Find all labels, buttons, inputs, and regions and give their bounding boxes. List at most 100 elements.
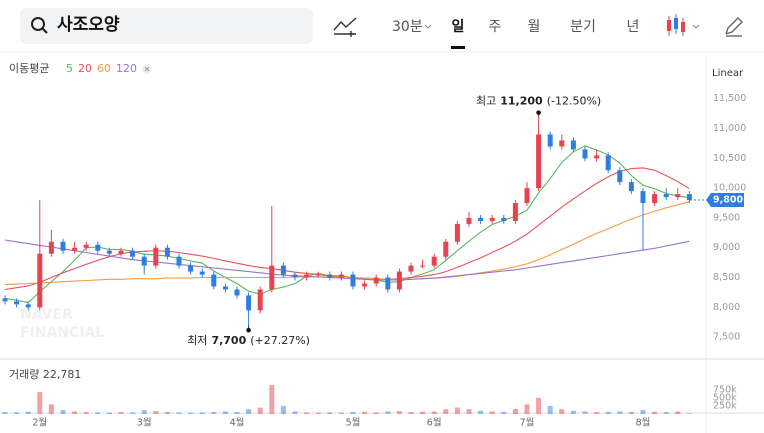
legend-close xyxy=(144,66,150,72)
volume-tick-label: 750k xyxy=(713,384,737,395)
volume-bar xyxy=(640,410,646,414)
candle-body xyxy=(2,298,8,302)
volume-bar xyxy=(118,412,124,414)
candle-body xyxy=(164,247,170,257)
annotation-text: 최저 xyxy=(187,334,207,347)
ma-legend-item: 120 xyxy=(116,62,137,75)
candle-body xyxy=(536,134,542,189)
volume-bar xyxy=(176,412,182,414)
x-tick-label: 4월 xyxy=(230,417,245,429)
candle-body xyxy=(14,301,20,305)
candle-body xyxy=(362,283,368,287)
annotation-change: (-12.50%) xyxy=(547,95,602,108)
volume-bar xyxy=(501,411,507,414)
volume-bar xyxy=(663,412,669,414)
candle-body xyxy=(675,194,681,198)
candle-style-icon[interactable] xyxy=(667,14,700,36)
volume-bar xyxy=(489,411,495,414)
draw-icon[interactable] xyxy=(725,17,743,37)
candle-body xyxy=(153,247,159,266)
search-icon xyxy=(31,17,45,31)
y-tick-label: 11,500 xyxy=(713,93,746,104)
volume-bar xyxy=(454,407,460,414)
annotation: 최고 11,200 (-12.50%) xyxy=(476,95,601,108)
volume-bar xyxy=(199,412,205,414)
candle-body xyxy=(501,217,507,221)
candle-body xyxy=(443,241,449,257)
moving-average-line xyxy=(4,167,690,291)
x-tick-label: 5월 xyxy=(346,417,361,429)
scale-label[interactable]: Linear xyxy=(712,68,744,79)
period-tab[interactable]: 일 xyxy=(452,19,465,35)
ma-legend-label: 이동평균 xyxy=(9,62,49,75)
volume-bar xyxy=(72,411,78,414)
candle-body xyxy=(292,274,298,278)
candle-body xyxy=(25,304,31,308)
moving-average-line xyxy=(4,201,690,286)
candle-body xyxy=(118,250,124,254)
volume-legend: 거래량 22,781 xyxy=(9,368,81,381)
volume-name: 거래량 xyxy=(9,368,39,381)
watermark: FINANCIAL xyxy=(20,325,104,341)
search-box[interactable] xyxy=(20,8,313,44)
volume-bar xyxy=(478,410,484,414)
period-tab[interactable]: 주 xyxy=(489,19,502,35)
volume-bar xyxy=(37,392,43,414)
candle-body xyxy=(478,217,484,221)
y-tick-label: 7,500 xyxy=(713,332,740,343)
y-tick-label: 10,000 xyxy=(713,183,746,194)
volume-bar xyxy=(547,405,553,414)
volume-bar xyxy=(605,411,611,414)
volume-bar xyxy=(153,411,159,414)
candle-body xyxy=(257,289,263,311)
volume-bar xyxy=(686,413,692,414)
plot-area xyxy=(2,116,692,414)
chart-type-icon[interactable] xyxy=(333,17,357,37)
volume-bar xyxy=(222,411,228,414)
ma-legend-item: 20 xyxy=(78,62,92,75)
volume-bar xyxy=(466,409,472,414)
x-tick-label: 3월 xyxy=(137,417,152,429)
volume-tick-label: 250k xyxy=(713,400,737,411)
volume-bar xyxy=(338,412,344,414)
annotation-value: 7,700 xyxy=(211,334,246,347)
candle-body xyxy=(338,274,344,278)
volume-bar xyxy=(25,411,31,414)
volume-bar xyxy=(431,411,437,414)
candle-body xyxy=(408,265,414,272)
period-tab[interactable]: 분기 xyxy=(570,19,596,35)
volume-bar xyxy=(652,411,658,414)
volume-bar xyxy=(60,410,66,414)
x-tick-label: 6월 xyxy=(427,417,442,429)
candle-body xyxy=(454,223,460,242)
candle-body xyxy=(570,140,576,150)
candle-body xyxy=(652,194,658,204)
candle-body xyxy=(211,274,217,287)
volume-bar xyxy=(443,409,449,414)
interval-select[interactable]: 30분 xyxy=(392,19,423,35)
volume-bar xyxy=(512,408,518,414)
volume-bar xyxy=(628,412,634,414)
candle-body xyxy=(605,155,611,171)
candle-body xyxy=(315,274,321,276)
candle-body xyxy=(37,253,43,308)
candle-body xyxy=(420,265,426,267)
current-price-badge xyxy=(706,193,744,208)
period-tab[interactable]: 월 xyxy=(528,19,541,35)
candle-body xyxy=(95,244,101,251)
volume-bar xyxy=(95,412,101,414)
active-underline xyxy=(451,46,465,49)
volume-bar xyxy=(396,411,402,414)
volume-bar xyxy=(141,410,147,414)
candle-body xyxy=(327,274,333,278)
volume-last: 22,781 xyxy=(43,368,82,381)
candle-body xyxy=(176,256,182,266)
annotation-text: 최고 xyxy=(476,95,496,108)
annotation-change: (+27.27%) xyxy=(250,334,310,347)
volume-bar xyxy=(83,412,89,414)
volume-bar xyxy=(304,412,310,414)
candle-body xyxy=(350,274,356,287)
period-tab[interactable]: 년 xyxy=(627,19,640,35)
candle-body xyxy=(512,203,518,221)
